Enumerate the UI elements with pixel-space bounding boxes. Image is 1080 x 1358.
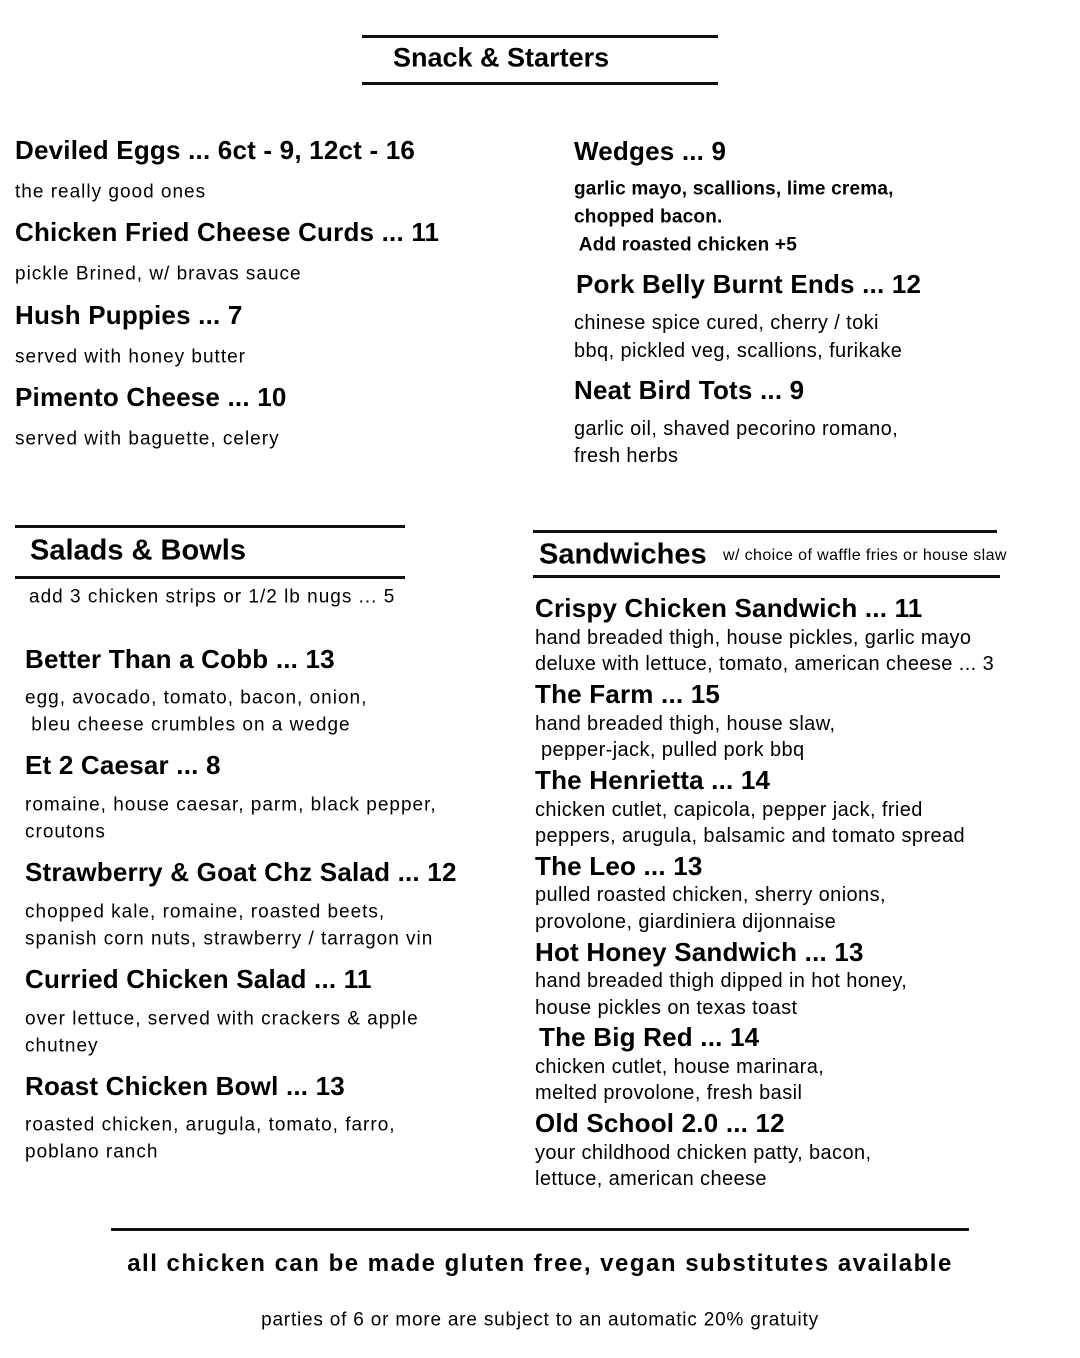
menu-item-description: Add roasted chicken +5 bbox=[574, 234, 797, 256]
menu-item-description: deluxe with lettuce, tomato, american ch… bbox=[535, 653, 995, 675]
menu-item-title: The Leo ... 13 bbox=[535, 851, 703, 881]
menu-item-description: chopped bacon. bbox=[574, 206, 723, 228]
section-heading-sandwiches: Sandwiches bbox=[539, 538, 707, 571]
menu-item-title: Hot Honey Sandwich ... 13 bbox=[535, 937, 864, 967]
menu-item-description: lettuce, american cheese bbox=[535, 1168, 767, 1190]
menu-item-description: chopped kale, romaine, roasted beets, bbox=[25, 901, 386, 923]
menu-item-description: served with honey butter bbox=[15, 346, 247, 368]
menu-item-description: chutney bbox=[25, 1035, 99, 1057]
menu-item-title: The Farm ... 15 bbox=[535, 679, 721, 709]
menu-item-description: pepper-jack, pulled pork bbq bbox=[535, 739, 805, 761]
menu-item-description: hand breaded thigh, house slaw, bbox=[535, 713, 836, 735]
menu-item-title: Roast Chicken Bowl ... 13 bbox=[25, 1071, 345, 1101]
menu-item-description: bleu cheese crumbles on a wedge bbox=[25, 714, 351, 736]
divider bbox=[362, 35, 718, 38]
menu-item-description: hand breaded thigh dipped in hot honey, bbox=[535, 970, 908, 992]
menu-item-title: Chicken Fried Cheese Curds ... 11 bbox=[15, 217, 440, 247]
menu-item-title: The Big Red ... 14 bbox=[539, 1022, 760, 1052]
menu-item-description: roasted chicken, arugula, tomato, farro, bbox=[25, 1114, 396, 1136]
menu-item-description: pickle Brined, w/ bravas sauce bbox=[15, 263, 302, 285]
menu-item-description: romaine, house caesar, parm, black peppe… bbox=[25, 794, 437, 816]
menu-item-description: fresh herbs bbox=[574, 445, 679, 467]
menu-item-description: spanish corn nuts, strawberry / tarragon… bbox=[25, 928, 434, 950]
menu-item-title: Old School 2.0 ... 12 bbox=[535, 1108, 785, 1138]
menu-item-title: Deviled Eggs ... 6ct - 9, 12ct - 16 bbox=[15, 135, 416, 165]
divider bbox=[111, 1228, 969, 1231]
divider bbox=[362, 82, 718, 85]
menu-item-title: Et 2 Caesar ... 8 bbox=[25, 750, 221, 780]
menu-item-description: provolone, giardiniera dijonnaise bbox=[535, 911, 837, 933]
menu-item-description: the really good ones bbox=[15, 181, 207, 203]
menu-item-description: chinese spice cured, cherry / toki bbox=[574, 312, 879, 334]
menu-item-description: over lettuce, served with crackers & app… bbox=[25, 1008, 419, 1030]
menu-item-title: Better Than a Cobb ... 13 bbox=[25, 644, 335, 674]
section-heading-salads: Salads & Bowls bbox=[30, 534, 246, 567]
menu-item-title: Crispy Chicken Sandwich ... 11 bbox=[535, 593, 923, 623]
menu-item-description: garlic mayo, scallions, lime crema, bbox=[574, 178, 894, 200]
menu-item-description: chicken cutlet, house marinara, bbox=[535, 1056, 825, 1078]
menu-item-description: croutons bbox=[25, 821, 106, 843]
menu-item-title: Hush Puppies ... 7 bbox=[15, 300, 243, 330]
menu-item-description: pulled roasted chicken, sherry onions, bbox=[535, 884, 886, 906]
menu-item-description: hand breaded thigh, house pickles, garli… bbox=[535, 627, 972, 649]
menu-item-description: poblano ranch bbox=[25, 1141, 159, 1163]
menu-item-title: Wedges ... 9 bbox=[574, 136, 727, 166]
menu-item-description: peppers, arugula, balsamic and tomato sp… bbox=[535, 825, 966, 847]
menu-item-title: Pork Belly Burnt Ends ... 12 bbox=[576, 269, 922, 299]
menu-item-description: your childhood chicken patty, bacon, bbox=[535, 1142, 872, 1164]
divider bbox=[15, 525, 405, 528]
gluten-free-note: all chicken can be made gluten free, veg… bbox=[127, 1250, 953, 1277]
gratuity-note: parties of 6 or more are subject to an a… bbox=[261, 1309, 819, 1331]
menu-item-description: garlic oil, shaved pecorino romano, bbox=[574, 418, 899, 440]
menu-item-title: Strawberry & Goat Chz Salad ... 12 bbox=[25, 857, 457, 887]
menu-item-description: bbq, pickled veg, scallions, furikake bbox=[574, 340, 903, 362]
menu-item-title: Pimento Cheese ... 10 bbox=[15, 382, 287, 412]
menu-item-title: Neat Bird Tots ... 9 bbox=[574, 375, 805, 405]
menu-item-description: served with baguette, celery bbox=[15, 428, 280, 450]
menu-item-description: melted provolone, fresh basil bbox=[535, 1082, 803, 1104]
divider bbox=[533, 530, 997, 533]
sandwiches-side-note: w/ choice of waffle fries or house slaw bbox=[723, 547, 1007, 564]
divider bbox=[533, 575, 1000, 578]
salads-addon-note: add 3 chicken strips or 1/2 lb nugs ... … bbox=[29, 586, 396, 608]
section-heading-starters: Snack & Starters bbox=[393, 42, 610, 73]
menu-item-title: The Henrietta ... 14 bbox=[535, 765, 771, 795]
menu-item-description: house pickles on texas toast bbox=[535, 997, 798, 1019]
menu-item-title: Curried Chicken Salad ... 11 bbox=[25, 964, 372, 994]
divider bbox=[15, 576, 405, 579]
menu-item-description: chicken cutlet, capicola, pepper jack, f… bbox=[535, 799, 923, 821]
menu-item-description: egg, avocado, tomato, bacon, onion, bbox=[25, 687, 368, 709]
